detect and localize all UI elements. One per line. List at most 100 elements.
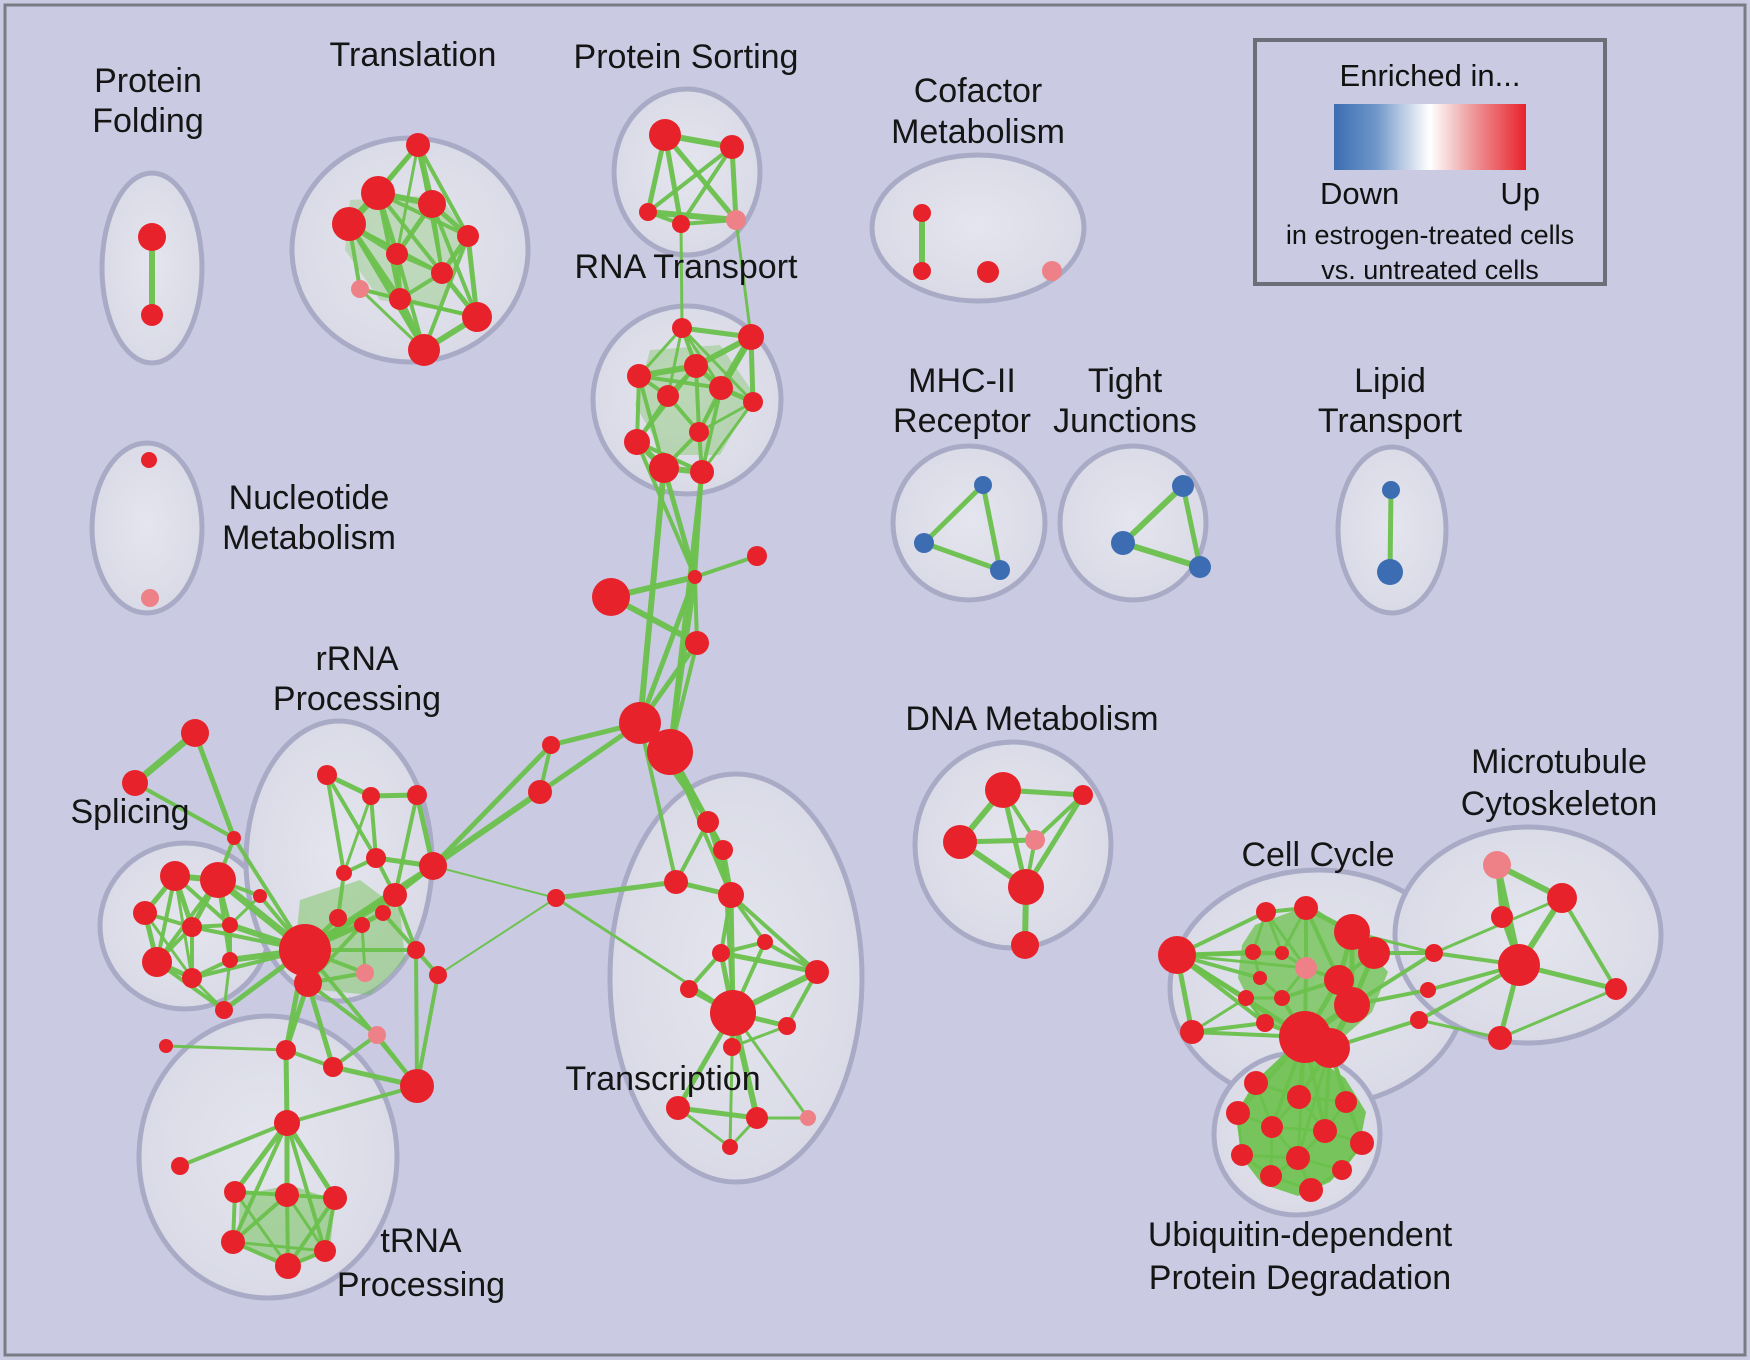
- network-node: [1358, 937, 1390, 969]
- network-node: [726, 210, 746, 230]
- network-node: [323, 1057, 343, 1077]
- network-node: [400, 1069, 434, 1103]
- network-edge: [638, 721, 678, 884]
- cluster-label-tight-junctions: Tight: [1088, 362, 1163, 400]
- network-node: [1260, 1165, 1282, 1187]
- cluster-label-splicing: Splicing: [70, 793, 189, 831]
- network-node: [672, 215, 690, 233]
- network-node: [141, 452, 157, 468]
- network-edge: [697, 400, 755, 434]
- network-node: [1158, 936, 1196, 974]
- network-node: [974, 476, 992, 494]
- network-node: [200, 862, 236, 898]
- cluster-label-ubiquitin-degradation: Ubiquitin-dependent: [1148, 1216, 1453, 1254]
- network-edge: [980, 482, 1003, 573]
- network-edge: [637, 574, 698, 726]
- cluster-label-nucleotide-metabolism: Nucleotide: [229, 479, 390, 517]
- network-node: [619, 702, 661, 744]
- network-node: [1042, 261, 1062, 281]
- network-node: [133, 901, 157, 925]
- network-node: [383, 883, 407, 907]
- cluster-label-lipid-transport: Lipid: [1354, 362, 1426, 400]
- cluster-ellipse-tight-junctions: [1057, 443, 1209, 603]
- network-node: [1310, 1028, 1350, 1068]
- network-node: [1295, 957, 1317, 979]
- cluster-ellipse-mhc-ii-receptor: [890, 443, 1048, 603]
- network-node: [649, 453, 679, 483]
- network-edge: [164, 1044, 288, 1052]
- network-edge: [192, 730, 237, 841]
- network-node: [215, 1001, 233, 1019]
- network-node: [1256, 1014, 1274, 1032]
- network-node: [1299, 1178, 1323, 1202]
- cluster-label-microtubule-cytoskeleton: Cytoskeleton: [1461, 785, 1658, 823]
- network-node: [408, 334, 440, 366]
- network-node: [1294, 896, 1318, 920]
- cluster-label-cell-cycle: Cell Cycle: [1241, 836, 1394, 874]
- network-node: [747, 546, 767, 566]
- network-edge: [285, 1121, 327, 1253]
- network-edge: [305, 980, 336, 1070]
- network-node: [274, 1110, 300, 1136]
- network-node: [1111, 531, 1135, 555]
- network-node: [141, 589, 159, 607]
- network-node: [275, 1253, 301, 1279]
- network-node: [222, 917, 238, 933]
- network-node: [1324, 965, 1354, 995]
- cluster-label-nucleotide-metabolism: Metabolism: [222, 519, 396, 557]
- network-node: [1420, 982, 1436, 998]
- network-edge: [1190, 1021, 1267, 1034]
- network-edge: [143, 911, 194, 980]
- network-edge: [554, 896, 735, 1015]
- legend-gradient-bar: [1334, 104, 1526, 170]
- network-node: [1245, 944, 1261, 960]
- network-edge: [231, 1240, 327, 1253]
- network-edge: [430, 202, 479, 319]
- cluster-label-rrna-processing: Processing: [273, 680, 441, 718]
- cluster-ellipse-nucleotide-metabolism: [89, 440, 205, 616]
- network-edge: [1180, 483, 1203, 570]
- network-node: [1488, 1026, 1512, 1050]
- cluster-label-translation: Translation: [330, 36, 497, 74]
- network-edge: [700, 400, 755, 474]
- network-node: [1382, 481, 1400, 499]
- network-node: [332, 207, 366, 241]
- network-node: [336, 865, 352, 881]
- network-node: [805, 960, 829, 984]
- network-node: [406, 133, 430, 157]
- network-node: [943, 825, 977, 859]
- network-node: [689, 422, 709, 442]
- network-node: [351, 280, 369, 298]
- network-edge: [285, 1084, 419, 1125]
- network-edge: [284, 1120, 338, 1201]
- network-edge: [430, 742, 554, 869]
- network-node: [294, 969, 322, 997]
- network-node: [592, 578, 630, 616]
- network-node: [722, 1139, 738, 1155]
- cluster-label-cofactor-metabolism: Metabolism: [891, 113, 1065, 151]
- network-node: [697, 811, 719, 833]
- network-node: [182, 968, 202, 988]
- network-node: [314, 1240, 336, 1262]
- network-edge: [232, 1120, 290, 1195]
- network-node: [1256, 902, 1276, 922]
- network-edge: [553, 879, 679, 901]
- network-node: [1011, 931, 1039, 959]
- network-node: [182, 917, 202, 937]
- network-edge: [1023, 792, 1086, 890]
- network-edge: [1387, 487, 1394, 575]
- network-node: [389, 288, 411, 310]
- network-node: [1231, 1144, 1253, 1166]
- cluster-label-transcription: Transcription: [565, 1060, 760, 1098]
- network-node: [718, 882, 744, 908]
- network-edge: [730, 1024, 789, 1049]
- cluster-label-rna-transport: RNA Transport: [575, 248, 799, 286]
- cluster-ellipse-trna-processing: [136, 1013, 400, 1301]
- network-edge: [178, 1121, 289, 1168]
- network-node: [122, 770, 148, 796]
- network-node: [657, 385, 679, 407]
- network-node: [222, 952, 238, 968]
- network-node: [317, 765, 337, 785]
- network-node: [1261, 1116, 1283, 1138]
